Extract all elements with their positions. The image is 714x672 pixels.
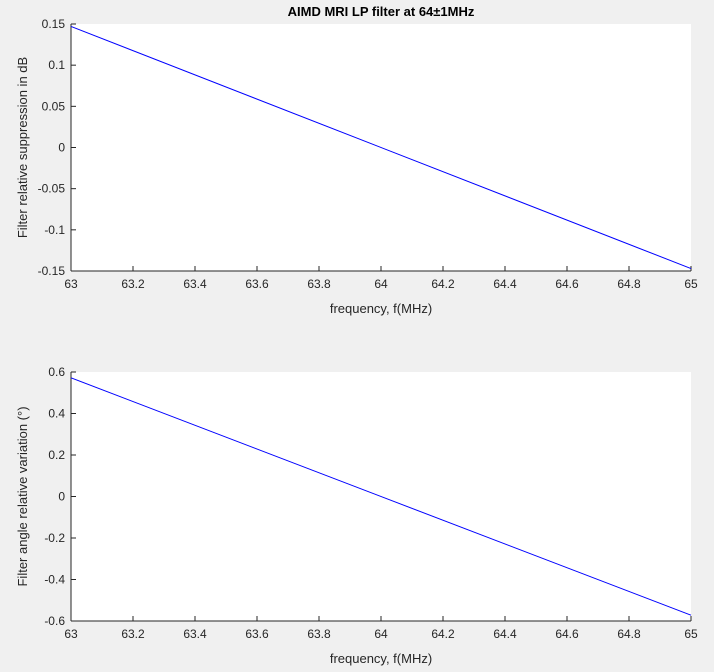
top-x-tick-label: 64.8 [617, 277, 641, 291]
bottom-x-tick-label: 63.4 [183, 627, 207, 641]
bottom-y-tick-label: 0.6 [48, 365, 65, 379]
top-y-tick-label: 0.05 [42, 99, 66, 113]
bottom-y-tick-label: -0.6 [44, 614, 65, 628]
bottom-y-axis-label: Filter angle relative variation (°) [15, 406, 30, 586]
top-y-tick-label: -0.05 [38, 182, 66, 196]
top-x-tick-label: 64.6 [555, 277, 579, 291]
bottom-y-tick-label: 0.2 [48, 448, 65, 462]
top-axes: 63 63.2 63.4 63.6 63.8 64 64.2 64.4 64.6 64.8 65 -0… [15, 4, 698, 316]
bottom-x-tick-label: 65 [684, 627, 698, 641]
bottom-x-tick-label: 63.6 [245, 627, 269, 641]
top-y-tick-label: 0.15 [42, 17, 66, 31]
bottom-y-tick-label: -0.2 [44, 531, 65, 545]
bottom-x-tick-label: 63.8 [307, 627, 331, 641]
top-x-tick-label: 63 [64, 277, 78, 291]
top-y-tick-label: -0.15 [38, 264, 66, 278]
top-chart-title: AIMD MRI LP filter at 64±1MHz [288, 4, 475, 19]
bottom-axes: 63 63.2 63.4 63.6 63.8 64 64.2 64.4 64.6 64.8 65 -0… [15, 365, 698, 666]
bottom-x-tick-label: 63 [64, 627, 78, 641]
top-x-tick-label: 64.2 [431, 277, 455, 291]
bottom-x-axis-label: frequency, f(MHz) [330, 651, 432, 666]
top-y-tick-label: -0.1 [44, 223, 65, 237]
bottom-x-tick-label: 63.2 [121, 627, 145, 641]
bottom-x-tick-label: 64.6 [555, 627, 579, 641]
bottom-y-tick-label: 0.4 [48, 407, 65, 421]
bottom-y-tick-label: 0 [58, 490, 65, 504]
bottom-x-tick-label: 64 [374, 627, 388, 641]
top-y-tick-label: 0.1 [48, 58, 65, 72]
top-x-tick-label: 64 [374, 277, 388, 291]
bottom-x-tick-label: 64.8 [617, 627, 641, 641]
top-series-line [70, 26, 692, 269]
top-x-tick-label: 63.6 [245, 277, 269, 291]
top-x-tick-label: 63.2 [121, 277, 145, 291]
bottom-series-line [70, 377, 692, 616]
top-x-tick-label: 65 [684, 277, 698, 291]
bottom-x-tick-label: 64.4 [493, 627, 517, 641]
top-y-axis-label: Filter relative suppression in dB [15, 57, 30, 238]
top-x-tick-label: 63.8 [307, 277, 331, 291]
top-y-tick-label: 0 [58, 141, 65, 155]
top-x-tick-label: 63.4 [183, 277, 207, 291]
bottom-x-tick-label: 64.2 [431, 627, 455, 641]
bottom-y-tick-label: -0.4 [44, 573, 65, 587]
top-x-axis-label: frequency, f(MHz) [330, 301, 432, 316]
top-x-tick-label: 64.4 [493, 277, 517, 291]
